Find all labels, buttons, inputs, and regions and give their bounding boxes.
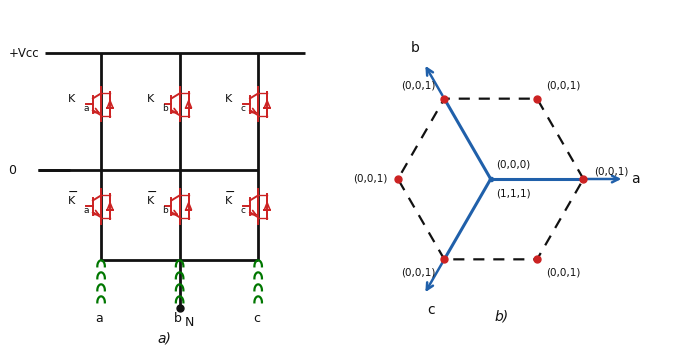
Text: (0,0,1): (0,0,1) — [546, 81, 581, 91]
Text: 0: 0 — [8, 164, 16, 177]
Text: b: b — [174, 313, 182, 325]
Text: c: c — [241, 104, 246, 113]
Text: K: K — [68, 94, 75, 104]
Text: a): a) — [157, 332, 171, 345]
Text: K: K — [147, 94, 154, 104]
Text: K: K — [68, 196, 75, 206]
Text: a: a — [96, 313, 103, 325]
Text: (0,0,0): (0,0,0) — [497, 160, 531, 170]
Text: (0,0,1): (0,0,1) — [401, 81, 435, 91]
Text: (0,0,1): (0,0,1) — [546, 267, 581, 277]
Text: −: − — [225, 187, 236, 199]
Text: K: K — [225, 94, 232, 104]
Text: b): b) — [495, 310, 509, 324]
Text: c: c — [241, 206, 246, 215]
Text: b: b — [163, 206, 168, 215]
Text: K: K — [225, 196, 232, 206]
Text: b: b — [163, 104, 168, 113]
Text: c: c — [428, 303, 435, 316]
Text: (1,1,1): (1,1,1) — [497, 188, 531, 198]
Text: b: b — [410, 42, 419, 55]
Text: (0,0,1): (0,0,1) — [594, 166, 628, 176]
Text: (0,0,1): (0,0,1) — [401, 267, 435, 277]
Text: K: K — [147, 196, 154, 206]
Text: (0,0,1): (0,0,1) — [353, 174, 388, 184]
Text: a: a — [631, 172, 639, 186]
Text: a: a — [84, 206, 89, 215]
Text: a: a — [84, 104, 89, 113]
Text: +Vcc: +Vcc — [8, 47, 39, 60]
Text: −: − — [68, 187, 79, 199]
Text: c: c — [253, 313, 260, 325]
Text: −: − — [147, 187, 157, 199]
Text: N: N — [184, 316, 194, 329]
